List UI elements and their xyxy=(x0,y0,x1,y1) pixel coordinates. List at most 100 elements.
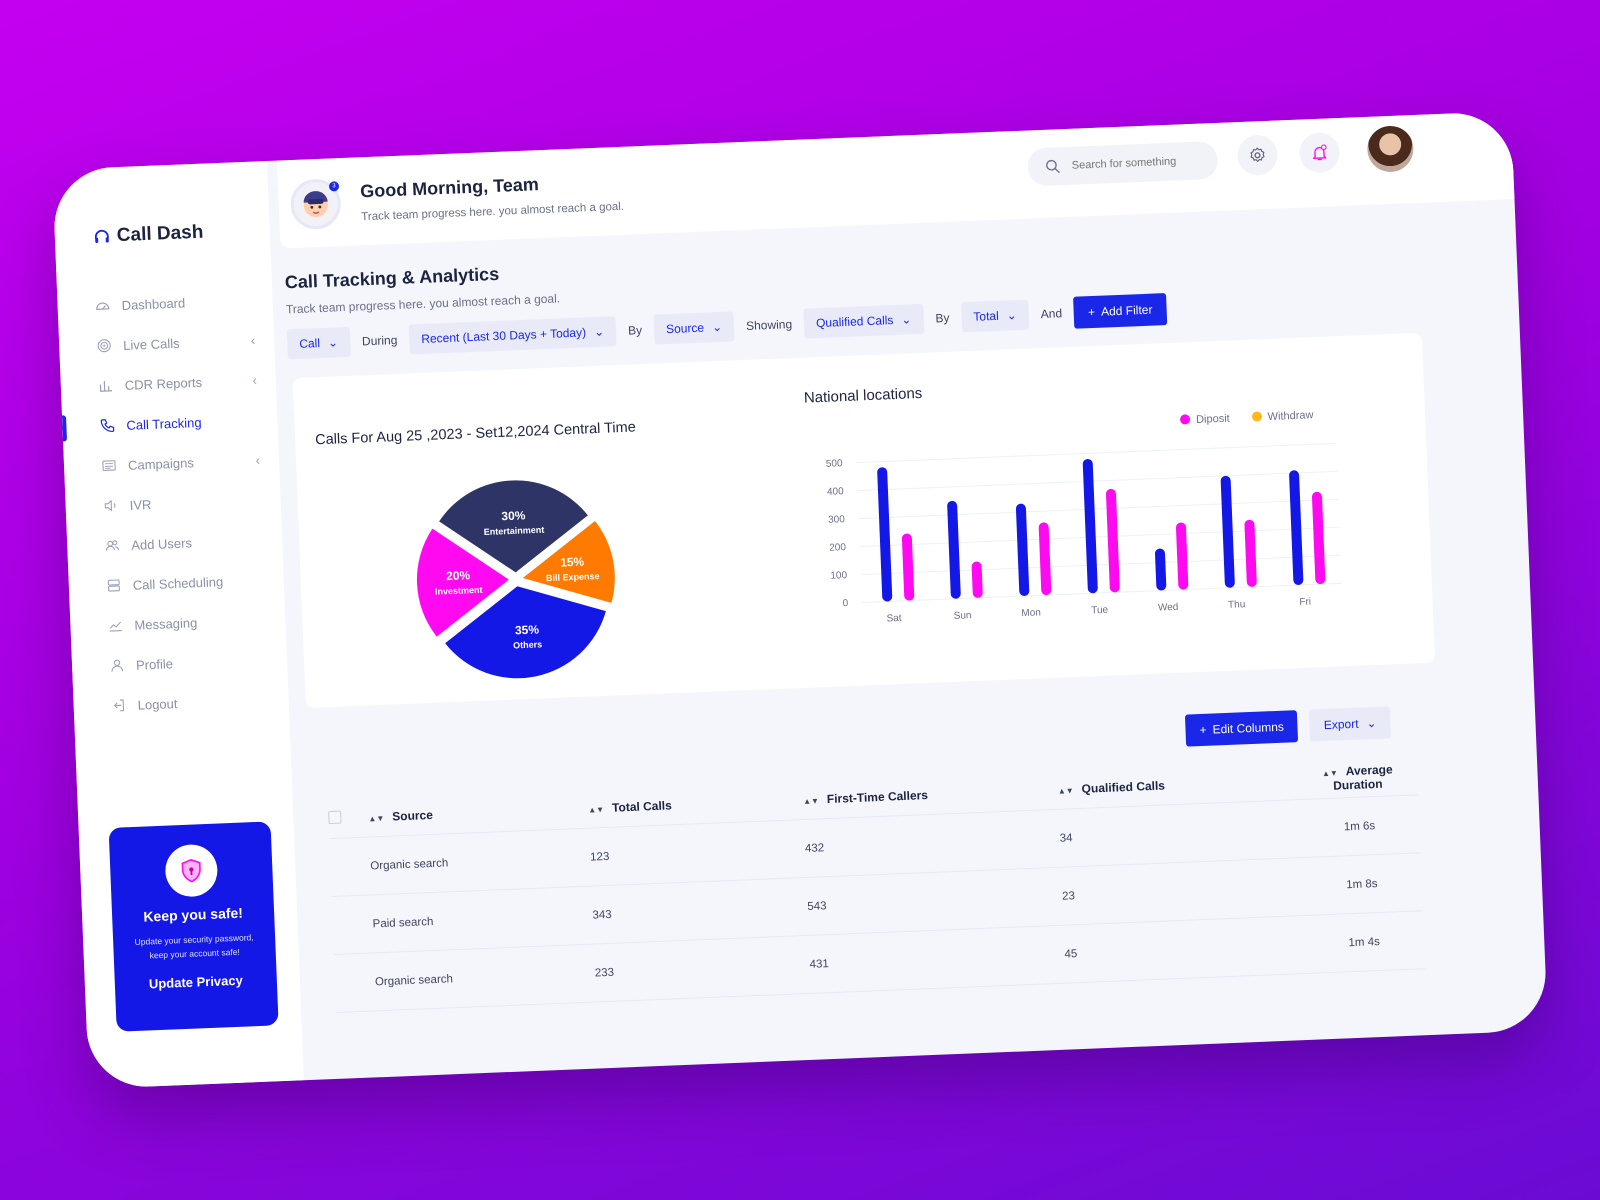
chevron-left-icon[interactable]: ‹ xyxy=(255,452,261,468)
chevron-down-icon: ⌄ xyxy=(711,319,723,335)
bar-diposit-tue[interactable] xyxy=(1082,458,1098,594)
source-dropdown[interactable]: Source ⌄ xyxy=(653,311,735,345)
sidebar-item-label: Add Users xyxy=(130,534,193,553)
team-avatar[interactable]: 3 xyxy=(289,178,342,231)
sort-icon[interactable]: ▲▼ xyxy=(588,804,605,815)
sidebar-item-cdr-reports[interactable]: CDR Reports ‹ xyxy=(96,360,257,406)
sort-icon[interactable]: ▲▼ xyxy=(1057,785,1074,796)
sidebar-item-label: Live Calls xyxy=(122,335,180,353)
legend-swatch xyxy=(1179,414,1191,425)
sort-icon[interactable]: ▲▼ xyxy=(802,795,820,806)
bar-diposit-mon[interactable] xyxy=(1015,503,1030,596)
legend-label: Withdraw xyxy=(1267,409,1314,424)
grid-line xyxy=(861,554,1341,576)
users-icon xyxy=(103,536,122,555)
shield-icon xyxy=(164,843,219,898)
sidebar-item-campaigns[interactable]: Campaigns ‹ xyxy=(99,440,260,486)
bar-diposit-fri[interactable] xyxy=(1289,470,1304,585)
sidebar-item-dashboard[interactable]: Dashboard xyxy=(93,280,254,326)
metric-dropdown[interactable]: Qualified Calls ⌄ xyxy=(803,303,925,339)
pie-slice-others[interactable] xyxy=(443,583,608,681)
bar-withdraw-sun[interactable] xyxy=(971,561,983,598)
total-dropdown[interactable]: Total ⌄ xyxy=(960,299,1030,333)
brand-name: Call Dash xyxy=(116,221,204,247)
total-value: Total xyxy=(973,308,1000,324)
table-cell: 45 xyxy=(1064,947,1078,961)
page-subtitle: Track team progress here. you almost rea… xyxy=(285,291,561,317)
update-privacy-button[interactable]: Update Privacy xyxy=(148,972,244,992)
pie-slice-entertainment[interactable] xyxy=(438,477,590,575)
column-header-label: First-Time Callers xyxy=(826,787,929,806)
sidebar-item-live-calls[interactable]: Live Calls ‹ xyxy=(94,320,255,366)
bar-diposit-sat[interactable] xyxy=(877,467,893,602)
column-header[interactable]: ▲▼ Source xyxy=(368,801,588,824)
table-cell: 34 xyxy=(1059,831,1073,845)
chevron-down-icon: ⌄ xyxy=(1006,308,1018,323)
pie-category-label: Bill Expense xyxy=(546,571,600,583)
chevron-left-icon[interactable]: ‹ xyxy=(250,332,256,348)
bar-withdraw-wed[interactable] xyxy=(1175,522,1189,590)
date-range-dropdown[interactable]: Recent (Last 30 Days + Today) ⌄ xyxy=(408,316,617,355)
bar-withdraw-fri[interactable] xyxy=(1311,491,1326,585)
pie-slice-bill-expense[interactable] xyxy=(521,520,616,606)
column-header[interactable]: ▲▼ Qualified Calls xyxy=(1058,773,1298,797)
user-avatar[interactable] xyxy=(1366,125,1415,173)
bar-withdraw-sat[interactable] xyxy=(901,533,915,601)
sidebar-item-ivr[interactable]: IVR xyxy=(101,480,262,526)
charts-card: Calls For Aug 25 ,2023 - Set12,2024 Cent… xyxy=(292,332,1436,708)
settings-button[interactable] xyxy=(1236,134,1279,177)
bell-icon xyxy=(1310,143,1329,162)
sort-icon[interactable]: ▲▼ xyxy=(1321,768,1338,778)
plus-icon: + xyxy=(1087,304,1096,320)
chevron-down-icon: ⌄ xyxy=(593,324,605,340)
bar-withdraw-thu[interactable] xyxy=(1244,519,1257,588)
showing-label: Showing xyxy=(745,317,793,333)
column-header[interactable]: ▲▼ Total Calls xyxy=(588,793,803,816)
export-dropdown[interactable]: Export ⌄ xyxy=(1309,706,1392,742)
sidebar-item-logout[interactable]: Logout xyxy=(109,679,270,725)
pie-percent-label: 30% xyxy=(501,508,526,523)
chevron-down-icon: ⌄ xyxy=(1366,715,1377,731)
bar-withdraw-tue[interactable] xyxy=(1105,488,1120,593)
bar-diposit-sun[interactable] xyxy=(947,500,961,599)
x-tick-label: Tue xyxy=(1091,605,1109,617)
plus-icon: + xyxy=(1199,722,1207,738)
speaker-icon xyxy=(101,496,120,515)
sidebar-item-add-users[interactable]: Add Users xyxy=(102,520,263,566)
list-icon xyxy=(100,456,119,475)
bar-withdraw-mon[interactable] xyxy=(1038,522,1052,596)
search-input[interactable] xyxy=(1071,154,1202,172)
source-table: ▲▼ Source ▲▼ Total Calls ▲▼ First-Time Caller… xyxy=(327,755,1426,1013)
table-cell: 123 xyxy=(589,850,610,864)
pie-slice-investment[interactable] xyxy=(415,526,511,638)
add-filter-button[interactable]: + Add Filter xyxy=(1073,293,1168,329)
promo-text: Update your security password, keep your… xyxy=(134,932,254,961)
row-spacer xyxy=(335,982,375,984)
edit-columns-button[interactable]: + Edit Columns xyxy=(1184,710,1299,747)
sort-icon[interactable]: ▲▼ xyxy=(368,813,385,823)
brand[interactable]: Call Dash xyxy=(92,221,204,248)
column-header[interactable]: ▲▼ Average Duration xyxy=(1297,761,1418,794)
sidebar-item-call-scheduling[interactable]: Call Scheduling xyxy=(104,559,265,605)
x-tick-label: Wed xyxy=(1158,602,1179,614)
sidebar-item-messaging[interactable]: Messaging xyxy=(106,599,267,645)
gear-icon xyxy=(1248,146,1267,165)
call-type-value: Call xyxy=(299,336,321,351)
sidebar-nav: Dashboard Live Calls ‹ CDR Reports ‹ Call Tra… xyxy=(93,280,271,726)
notifications-button[interactable] xyxy=(1298,132,1341,174)
bar-diposit-thu[interactable] xyxy=(1220,475,1235,588)
security-promo-card: Keep you safe! Update your security pass… xyxy=(108,821,279,1032)
bar-diposit-wed[interactable] xyxy=(1154,548,1167,591)
sidebar-item-label: Call Tracking xyxy=(126,414,202,433)
table-cell: Organic search xyxy=(370,856,449,872)
app-window: Call Dash Dashboard Live Calls ‹ CDR Report… xyxy=(52,111,1548,1089)
sidebar-item-profile[interactable]: Profile xyxy=(107,639,268,685)
column-header[interactable]: ▲▼ First-Time Callers xyxy=(803,782,1058,806)
during-label: During xyxy=(361,332,398,349)
select-all-checkbox[interactable] xyxy=(328,810,342,824)
chevron-left-icon[interactable]: ‹ xyxy=(252,372,258,388)
call-type-dropdown[interactable]: Call ⌄ xyxy=(286,326,351,360)
sidebar-item-call-tracking[interactable]: Call Tracking xyxy=(98,400,259,446)
server-icon xyxy=(105,576,124,595)
search-box[interactable] xyxy=(1027,140,1219,187)
